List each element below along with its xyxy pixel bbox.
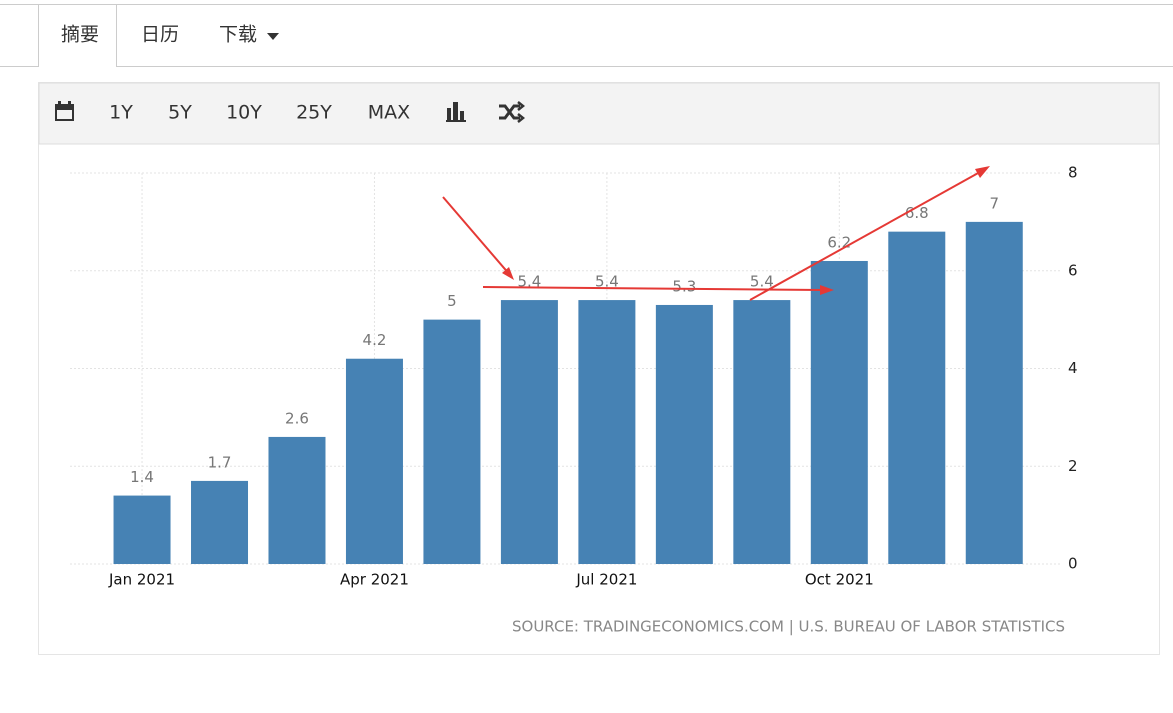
- bar: [655, 304, 713, 564]
- tab[interactable]: 日历: [141, 24, 179, 46]
- data-label: 5.4: [595, 273, 619, 291]
- range-button[interactable]: MAX: [368, 102, 410, 124]
- calendar-icon[interactable]: [55, 101, 74, 121]
- data-label: 6.2: [827, 233, 851, 251]
- data-label: 5: [447, 292, 457, 310]
- toolbar: [38, 82, 1160, 145]
- bar: [423, 319, 481, 564]
- bar: [810, 260, 868, 564]
- range-button[interactable]: 25Y: [296, 102, 332, 124]
- x-tick-label: Apr 2021: [340, 571, 409, 589]
- data-label: 4.2: [363, 331, 387, 349]
- data-label: 5.3: [672, 277, 696, 295]
- range-button[interactable]: 10Y: [226, 102, 262, 124]
- plot: 0 2 4 6 8 Jan 2021 Apr 2021 Jul 2021 Oct 2021 1.4…: [70, 164, 1078, 589]
- y-tick-label: 6: [1068, 261, 1078, 279]
- data-label: 5.4: [750, 273, 774, 291]
- x-tick-label: Jul 2021: [575, 571, 637, 589]
- data-label: 5.4: [517, 273, 541, 291]
- shuffle-icon[interactable]: [499, 101, 526, 123]
- source: SOURCE: TRADINGECONOMICS.COM | U.S. BURE…: [512, 618, 1065, 636]
- y-tick-label: 8: [1068, 164, 1078, 182]
- data-label: 1.7: [208, 453, 232, 471]
- bar-chart-icon[interactable]: [446, 102, 466, 122]
- x-tick-label: Jan 2021: [108, 571, 175, 589]
- bar: [965, 221, 1023, 564]
- tab[interactable]: 摘要: [61, 24, 99, 46]
- range-button[interactable]: 1Y: [109, 102, 133, 124]
- bar: [268, 436, 326, 564]
- bar: [345, 358, 403, 564]
- range-button[interactable]: 5Y: [168, 102, 192, 124]
- y-tick-label: 2: [1068, 457, 1078, 475]
- x-tick-label: Oct 2021: [805, 571, 874, 589]
- bar: [888, 231, 946, 564]
- bar: [113, 495, 171, 564]
- bar: [191, 480, 249, 564]
- annotation-arrows: [442, 166, 990, 301]
- y-tick-label: 0: [1068, 555, 1078, 573]
- bar: [500, 300, 558, 564]
- data-label: 7: [989, 194, 999, 212]
- data-label: 1.4: [130, 468, 154, 486]
- tab[interactable]: 下载: [219, 24, 257, 46]
- y-tick-label: 4: [1068, 359, 1078, 377]
- active-tab: [38, 4, 117, 67]
- bar: [578, 300, 636, 564]
- bar: [733, 300, 791, 564]
- data-label: 6.8: [905, 204, 929, 222]
- dropdown-caret: [267, 33, 279, 40]
- data-label: 2.6: [285, 409, 309, 427]
